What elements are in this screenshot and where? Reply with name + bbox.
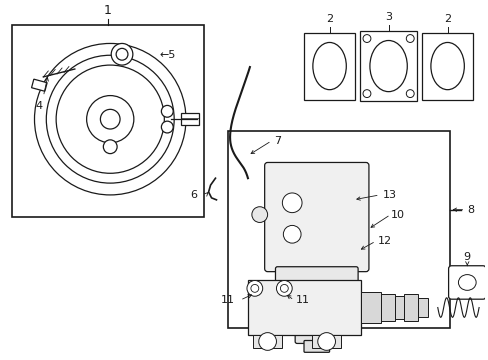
Circle shape bbox=[280, 284, 288, 292]
Bar bbox=[252, 334, 282, 348]
FancyBboxPatch shape bbox=[304, 341, 329, 352]
Ellipse shape bbox=[251, 207, 267, 222]
Text: 2: 2 bbox=[325, 14, 332, 24]
Bar bbox=[304, 33, 354, 99]
Circle shape bbox=[276, 280, 292, 296]
Circle shape bbox=[250, 284, 258, 292]
Circle shape bbox=[161, 105, 173, 117]
Circle shape bbox=[362, 90, 370, 98]
Circle shape bbox=[282, 193, 302, 213]
Text: 11: 11 bbox=[296, 295, 309, 305]
Ellipse shape bbox=[458, 275, 475, 290]
Circle shape bbox=[116, 48, 128, 60]
Circle shape bbox=[161, 121, 173, 133]
Circle shape bbox=[283, 225, 301, 243]
Circle shape bbox=[100, 109, 120, 129]
Bar bbox=[421, 33, 472, 99]
Circle shape bbox=[46, 55, 174, 183]
Circle shape bbox=[258, 333, 276, 350]
Bar bbox=[360, 292, 380, 323]
Circle shape bbox=[406, 35, 413, 42]
Circle shape bbox=[246, 280, 262, 296]
Text: 11: 11 bbox=[221, 295, 235, 305]
Text: 13: 13 bbox=[382, 190, 396, 200]
Bar bbox=[32, 79, 47, 91]
Text: 4: 4 bbox=[36, 102, 43, 111]
Ellipse shape bbox=[312, 42, 346, 90]
Text: 12: 12 bbox=[377, 236, 391, 246]
Text: 2: 2 bbox=[443, 14, 450, 24]
Circle shape bbox=[111, 44, 133, 65]
FancyBboxPatch shape bbox=[295, 322, 338, 343]
Circle shape bbox=[362, 35, 370, 42]
Text: 10: 10 bbox=[390, 210, 404, 220]
Bar bbox=[394, 296, 404, 319]
Text: ←5: ←5 bbox=[159, 50, 175, 60]
Bar bbox=[380, 294, 394, 321]
Bar bbox=[311, 334, 341, 348]
FancyBboxPatch shape bbox=[275, 267, 357, 288]
Bar bbox=[359, 31, 416, 102]
Text: 3: 3 bbox=[385, 12, 391, 22]
Bar bbox=[181, 113, 198, 125]
Text: 8: 8 bbox=[467, 205, 473, 215]
FancyBboxPatch shape bbox=[264, 162, 368, 272]
Ellipse shape bbox=[369, 40, 407, 92]
Text: 1: 1 bbox=[103, 4, 111, 18]
Text: 6: 6 bbox=[189, 190, 196, 200]
Circle shape bbox=[406, 90, 413, 98]
Circle shape bbox=[317, 333, 335, 350]
Text: 9: 9 bbox=[463, 252, 470, 262]
Bar bbox=[247, 280, 360, 334]
Circle shape bbox=[35, 44, 185, 195]
Circle shape bbox=[86, 95, 134, 143]
Bar bbox=[404, 294, 417, 321]
Text: 7: 7 bbox=[274, 136, 281, 146]
FancyBboxPatch shape bbox=[447, 266, 485, 299]
Bar bbox=[12, 25, 203, 217]
Circle shape bbox=[56, 65, 164, 173]
Ellipse shape bbox=[430, 42, 464, 90]
FancyBboxPatch shape bbox=[293, 284, 340, 326]
Circle shape bbox=[103, 140, 117, 154]
Bar bbox=[417, 298, 427, 318]
Bar bbox=[228, 131, 448, 328]
